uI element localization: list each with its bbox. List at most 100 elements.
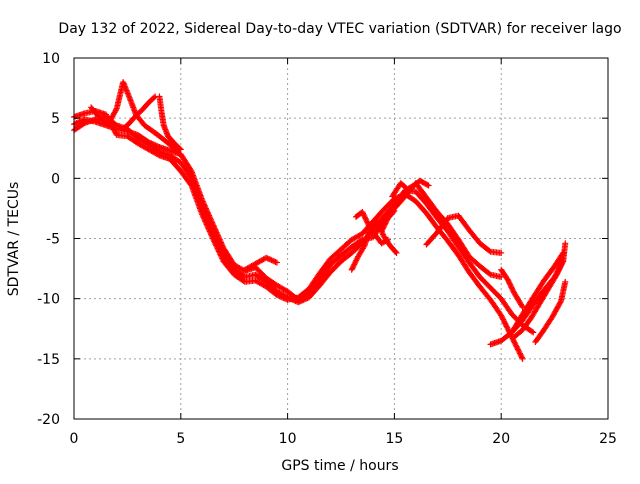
series-track-9	[352, 209, 391, 247]
chart-title: Day 132 of 2022, Sidereal Day-to-day VTE…	[58, 21, 621, 37]
x-tick-label: 0	[70, 431, 79, 447]
data-point	[382, 220, 389, 227]
data-point	[557, 299, 564, 306]
data-point	[264, 255, 271, 262]
data-point	[556, 266, 563, 273]
data-point	[352, 258, 359, 265]
data-point	[177, 146, 184, 153]
data-point	[395, 193, 402, 200]
data-point	[381, 221, 388, 228]
data-point	[303, 295, 310, 302]
y-tick-label: -15	[37, 352, 60, 368]
data-point	[501, 319, 508, 326]
data-point	[396, 193, 403, 200]
x-axis-label: GPS time / hours	[281, 458, 398, 474]
data-point	[498, 313, 505, 320]
data-point	[498, 312, 505, 319]
data-point	[383, 219, 390, 226]
data-point	[383, 237, 390, 244]
data-point	[425, 182, 432, 189]
data-point	[176, 145, 183, 152]
series-track-17	[498, 266, 526, 311]
data-point	[380, 224, 387, 231]
data-point	[391, 207, 398, 214]
data-layer	[71, 79, 569, 362]
data-point	[273, 259, 280, 266]
data-point	[351, 260, 358, 267]
data-point	[558, 261, 565, 268]
series-track-5	[120, 93, 159, 132]
data-point	[508, 284, 515, 291]
data-point	[379, 226, 386, 233]
y-axis-label: SDTVAR / TECUs	[6, 182, 22, 297]
data-point	[519, 304, 526, 311]
x-tick-label: 10	[279, 431, 297, 447]
data-point	[504, 276, 511, 283]
data-point	[280, 295, 287, 302]
data-point	[364, 219, 371, 226]
data-point	[296, 298, 303, 305]
data-point	[349, 265, 356, 272]
data-point	[503, 323, 510, 330]
data-point	[504, 326, 511, 333]
data-point	[265, 255, 272, 262]
series-track-6	[156, 93, 184, 153]
data-point	[509, 285, 516, 292]
data-point	[267, 256, 274, 263]
data-point	[500, 317, 507, 324]
data-point	[559, 259, 566, 266]
data-point	[392, 248, 399, 255]
y-tick-label: -20	[37, 412, 60, 428]
data-point	[506, 280, 513, 287]
x-tick-label: 25	[599, 431, 617, 447]
data-point	[392, 195, 399, 202]
data-point	[510, 336, 517, 343]
data-point	[378, 228, 385, 235]
data-point	[505, 279, 512, 286]
data-point	[502, 320, 509, 327]
data-point	[486, 247, 493, 254]
data-point	[362, 215, 369, 222]
data-point	[379, 225, 386, 232]
data-point	[381, 222, 388, 229]
data-point	[500, 316, 507, 323]
data-point	[557, 263, 564, 270]
series-track-10	[389, 177, 432, 200]
data-point	[562, 240, 569, 247]
data-point	[273, 292, 280, 299]
data-point	[176, 151, 183, 158]
data-point	[509, 287, 516, 294]
data-point	[511, 339, 518, 346]
data-point	[383, 217, 390, 224]
data-point	[553, 271, 560, 278]
data-point	[505, 277, 512, 284]
data-point	[499, 315, 506, 322]
data-point	[517, 351, 524, 358]
y-tick-label: -10	[37, 292, 60, 308]
data-point	[502, 321, 509, 328]
data-point	[512, 340, 519, 347]
data-point	[275, 292, 282, 299]
data-point	[281, 295, 288, 302]
tick-layer: 0 5 10 15 20 25 -20 -15 -10 -5 0 5 10	[37, 51, 617, 447]
data-point	[424, 181, 431, 188]
data-point	[530, 329, 537, 336]
data-point	[363, 216, 370, 223]
data-point	[514, 346, 521, 353]
data-point	[301, 296, 308, 303]
data-point	[75, 119, 82, 126]
data-point	[271, 258, 278, 265]
data-point	[361, 214, 368, 221]
data-point	[360, 210, 367, 217]
data-point	[269, 257, 276, 264]
data-point	[562, 278, 569, 285]
data-point	[113, 106, 120, 113]
data-point	[384, 236, 391, 243]
data-point	[272, 258, 279, 265]
data-point	[554, 270, 561, 277]
data-point	[177, 152, 184, 159]
data-point	[187, 166, 194, 173]
data-point	[518, 302, 525, 309]
